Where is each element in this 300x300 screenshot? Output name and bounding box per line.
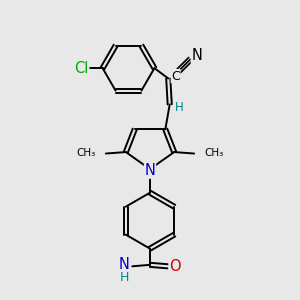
Text: CH₃: CH₃ <box>204 148 223 158</box>
Text: C: C <box>171 70 180 83</box>
Text: O: O <box>169 259 181 274</box>
Text: N: N <box>119 257 130 272</box>
Text: N: N <box>145 163 155 178</box>
Text: H: H <box>175 101 184 114</box>
Text: CH₃: CH₃ <box>77 148 96 158</box>
Text: N: N <box>191 48 202 63</box>
Text: H: H <box>119 271 129 284</box>
Text: Cl: Cl <box>74 61 88 76</box>
